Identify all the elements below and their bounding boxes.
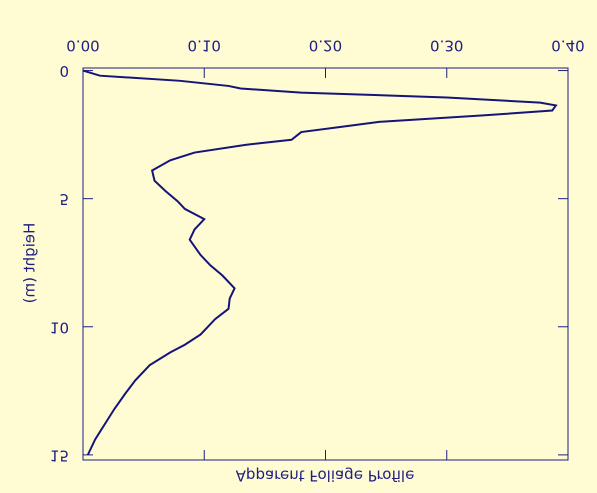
x-axis-label: Apparent Foliage Profile [236,467,415,485]
y-axis-label: Height (m) [21,223,39,304]
x-tick-label: 0.00 [66,37,99,55]
y-tick-label: 10 [50,318,69,336]
x-tick-label: 0.10 [188,37,221,55]
y-tick-label: 0 [59,62,69,80]
x-tick-label: 0.30 [430,37,463,55]
x-tick-label: 0.40 [551,37,584,55]
plot-frame [82,67,569,461]
x-tick-label: 0.20 [309,37,342,55]
y-tick-label: 15 [50,446,69,464]
profile-line [82,69,558,456]
y-tick-label: 5 [59,190,69,208]
